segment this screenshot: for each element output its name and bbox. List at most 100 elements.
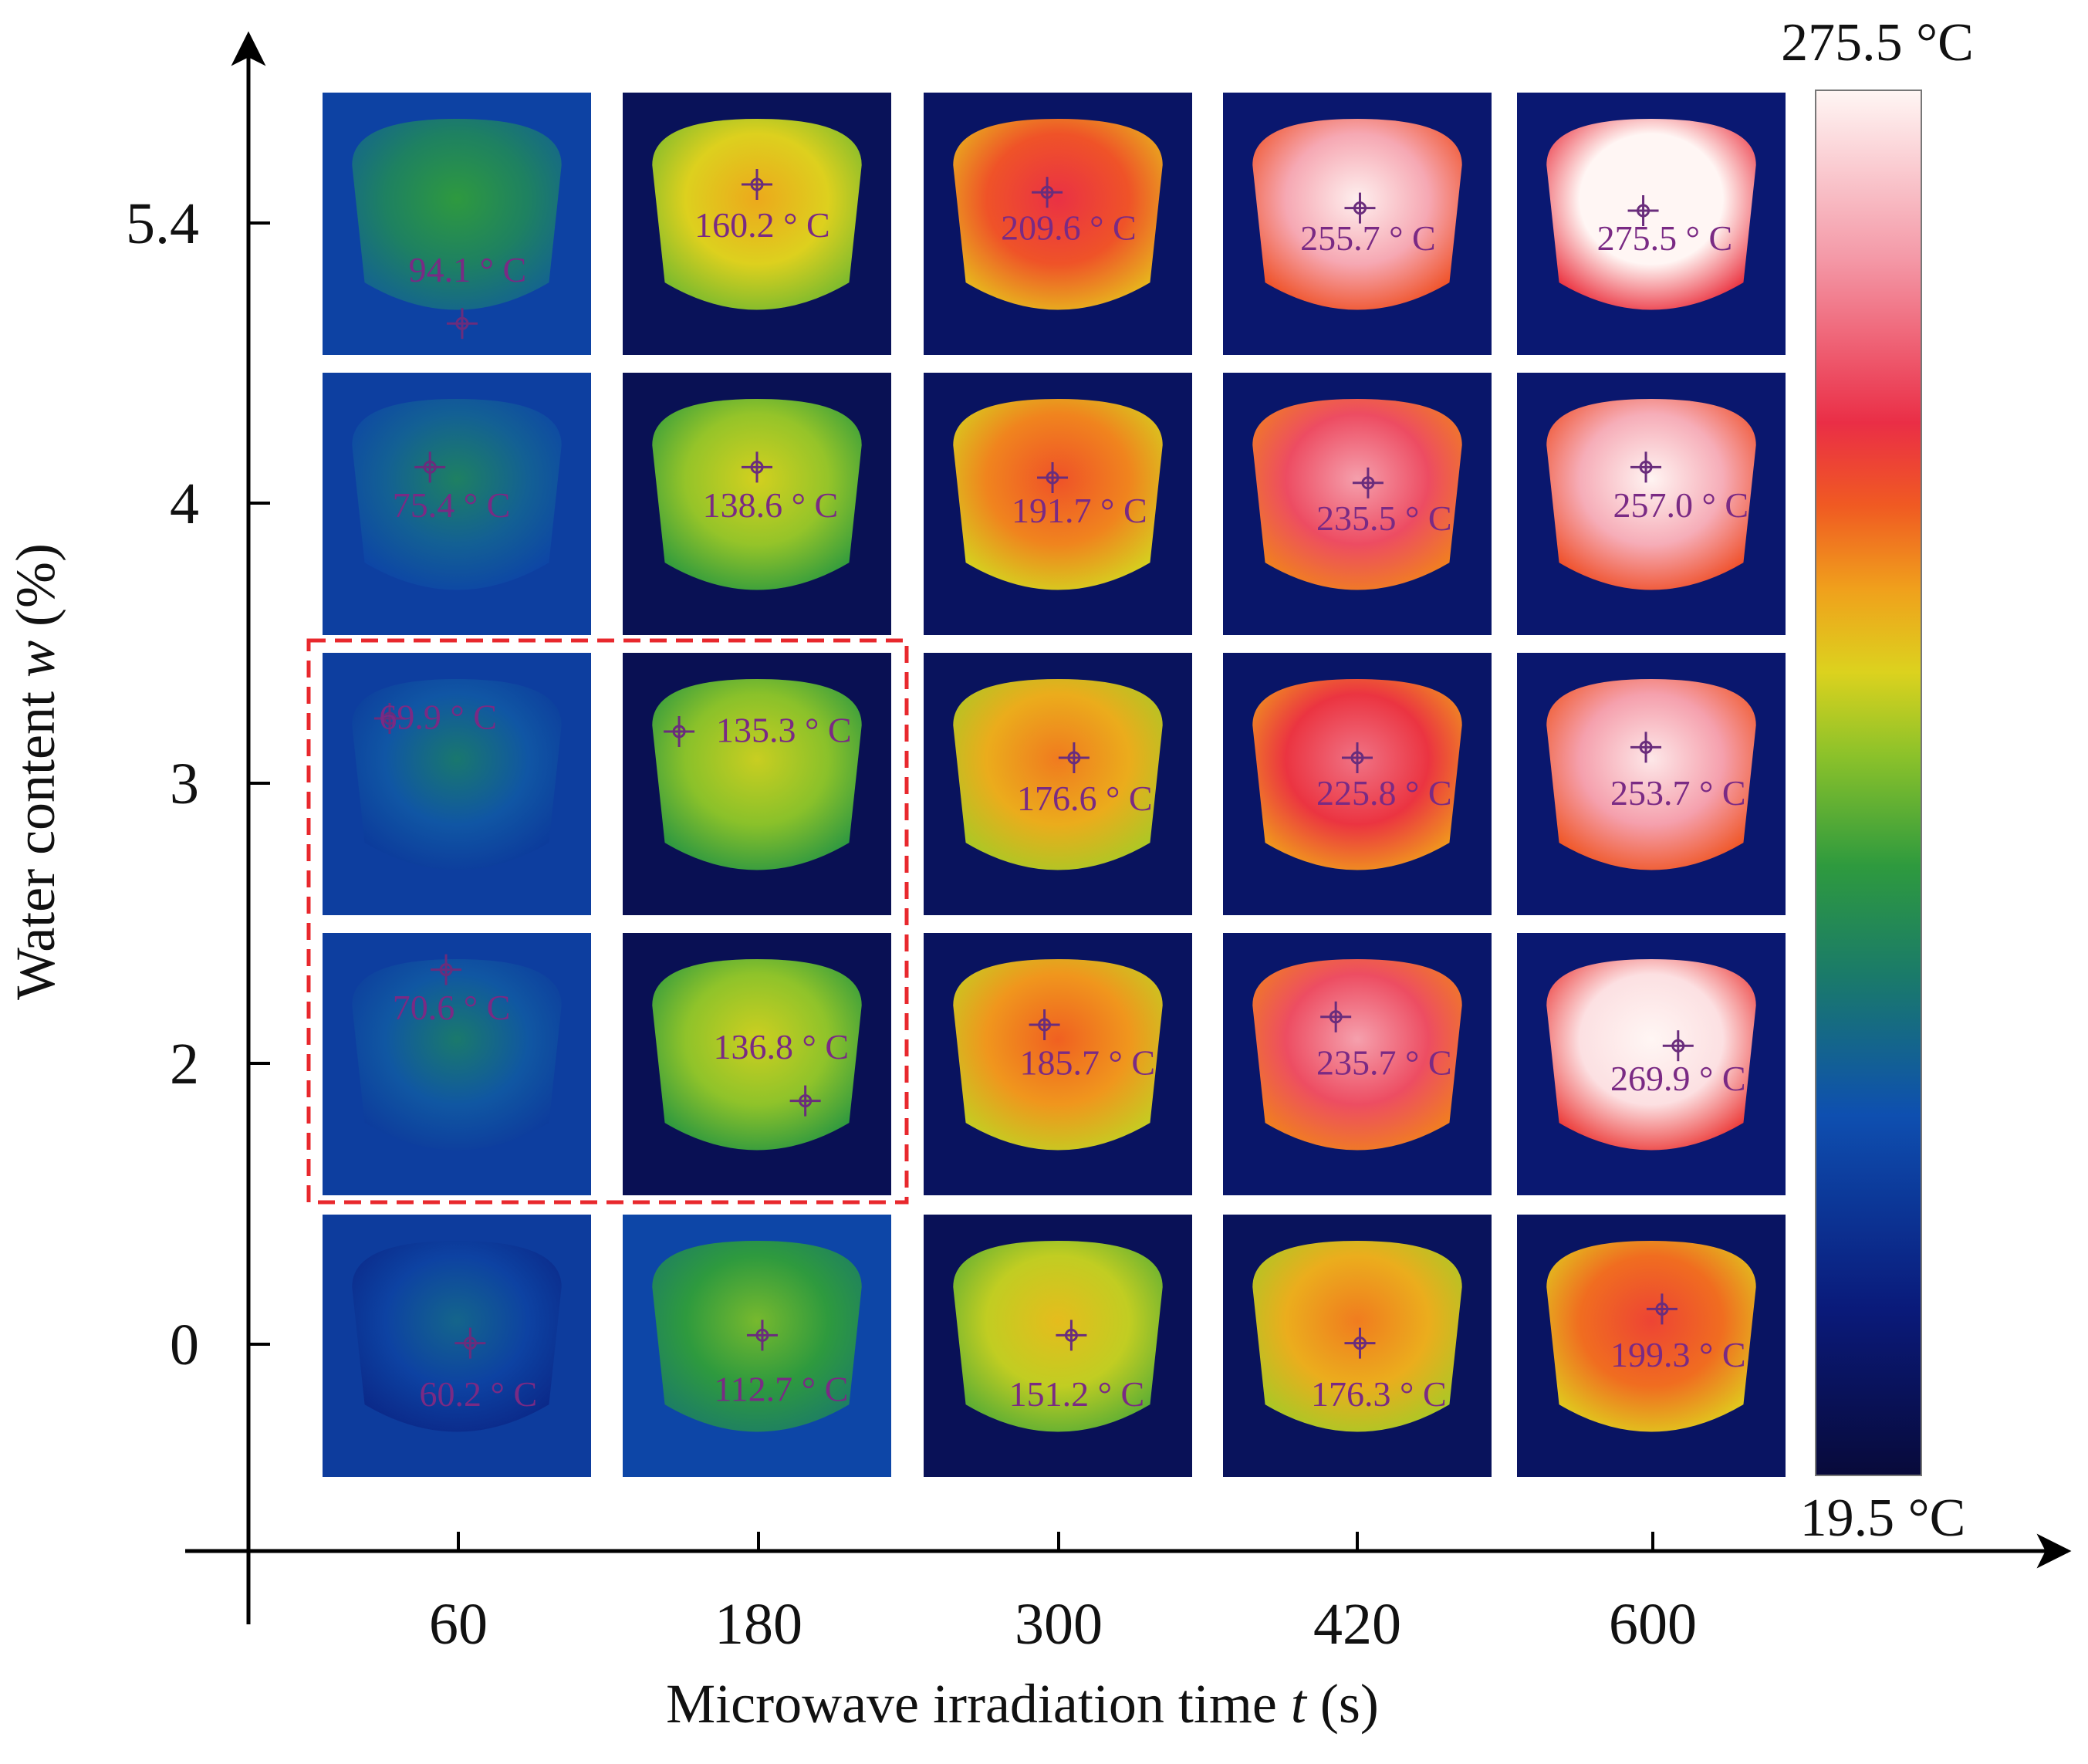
x-tick-label: 600 xyxy=(1609,1592,1697,1657)
temperature-label: 209.6 ° C xyxy=(1001,208,1137,247)
cell-3-300: 176.6 ° C xyxy=(924,653,1192,915)
sample-disc xyxy=(1546,399,1756,590)
y-tick-label: 4 xyxy=(170,471,199,536)
sample-disc xyxy=(352,679,562,870)
sample-disc xyxy=(1546,959,1756,1151)
temperature-label: 151.2 ° C xyxy=(1009,1374,1145,1414)
temperature-label: 269.9 ° C xyxy=(1610,1059,1746,1098)
colorbar-max-label: 275.5 °C xyxy=(1781,13,1974,73)
sample-disc xyxy=(953,959,1163,1151)
y-axis-title-var: w xyxy=(5,640,66,678)
temperature-label: 69.9 ° C xyxy=(379,698,497,737)
crosshair-marker xyxy=(789,1085,821,1117)
cell-0-300: 151.2 ° C xyxy=(924,1215,1192,1477)
crosshair-marker xyxy=(1342,742,1373,773)
sample-disc xyxy=(953,399,1163,590)
temperature-label: 185.7 ° C xyxy=(1019,1043,1155,1083)
y-axis-title-post: (%) xyxy=(5,543,66,640)
sample-disc xyxy=(1252,119,1462,310)
y-tick-label: 0 xyxy=(170,1313,199,1377)
cell-4-300: 191.7 ° C xyxy=(924,373,1192,635)
x-axis-title-var: t xyxy=(1291,1673,1308,1735)
x-axis-title-pre: Microwave irradiation time xyxy=(666,1673,1291,1735)
temperature-label: 191.7 ° C xyxy=(1012,491,1147,530)
colorbar xyxy=(1815,90,1922,1476)
sample-disc xyxy=(1252,1241,1462,1432)
temperature-label: 176.6 ° C xyxy=(1017,779,1153,818)
sample-disc xyxy=(652,679,862,870)
cell-3-60: 69.9 ° C xyxy=(323,653,591,915)
crosshair-marker xyxy=(1662,1030,1694,1062)
crosshair-marker xyxy=(374,703,405,734)
crosshair-marker xyxy=(1627,195,1659,226)
sample-disc xyxy=(1546,119,1756,310)
crosshair-marker xyxy=(414,451,446,483)
temperature-label: 275.5 ° C xyxy=(1597,218,1733,258)
crosshair-marker xyxy=(1352,467,1384,498)
highlight-box xyxy=(306,638,909,1205)
sample-disc xyxy=(1546,679,1756,870)
cell-4-420: 235.5 ° C xyxy=(1223,373,1492,635)
cell-4-600: 257.0 ° C xyxy=(1517,373,1786,635)
temperature-label: 136.8 ° C xyxy=(714,1027,850,1066)
sample-disc xyxy=(352,119,562,310)
crosshair-marker xyxy=(746,1320,778,1351)
temperature-label: 253.7 ° C xyxy=(1610,773,1746,813)
cell-0-180: 112.7 ° C xyxy=(623,1215,891,1477)
y-axis-title-pre: Water content xyxy=(5,678,66,1000)
cell-5.4-420: 255.7 ° C xyxy=(1223,93,1492,355)
temperature-label: 235.5 ° C xyxy=(1316,498,1452,538)
cell-5.4-600: 275.5 ° C xyxy=(1517,93,1786,355)
temperature-label: 255.7 ° C xyxy=(1300,218,1436,258)
sample-disc xyxy=(953,119,1163,310)
sample-disc xyxy=(1252,399,1462,590)
x-tick-label: 420 xyxy=(1313,1592,1401,1657)
crosshair-marker xyxy=(1344,192,1376,224)
crosshair-marker xyxy=(446,308,478,340)
temperature-label: 135.3 ° C xyxy=(716,711,852,750)
cell-2-420: 235.7 ° C xyxy=(1223,933,1492,1195)
y-axis-title: Water content w (%) xyxy=(5,543,66,1000)
temperature-label: 235.7 ° C xyxy=(1316,1043,1452,1083)
sample-disc xyxy=(352,1241,562,1432)
temperature-label: 138.6 ° C xyxy=(703,485,839,525)
temperature-label: 199.3 ° C xyxy=(1610,1335,1746,1374)
crosshair-marker xyxy=(1646,1293,1677,1325)
crosshair-marker xyxy=(431,954,462,985)
crosshair-marker xyxy=(1320,1001,1352,1032)
temperature-label: 225.8 ° C xyxy=(1316,773,1452,813)
cell-4-60: 75.4 ° C xyxy=(323,373,591,635)
cell-3-600: 253.7 ° C xyxy=(1517,653,1786,915)
cell-0-420: 176.3 ° C xyxy=(1223,1215,1492,1477)
temperature-label: 112.7 ° C xyxy=(714,1369,848,1408)
temperature-label: 60.2 ° C xyxy=(420,1374,538,1414)
crosshair-marker xyxy=(1630,451,1662,483)
cell-5.4-180: 160.2 ° C xyxy=(623,93,891,355)
x-axis-title: Microwave irradiation time t (s) xyxy=(666,1673,1379,1735)
axis-ticks: 60 180 300 420 600 5.4 4 3 2 0 xyxy=(126,191,1697,1657)
cell-3-420: 225.8 ° C xyxy=(1223,653,1492,915)
x-tick-label: 60 xyxy=(429,1592,488,1657)
crosshair-marker xyxy=(742,451,772,483)
sample-disc xyxy=(352,959,562,1151)
crosshair-marker xyxy=(664,716,695,747)
crosshair-marker xyxy=(1032,177,1063,208)
cell-2-60: 70.6 ° C xyxy=(323,933,591,1195)
crosshair-marker xyxy=(1058,742,1090,773)
heatmap-cells: 94.1 ° C 160.2 ° C 209.6 ° C 255.7 ° C 275.5… xyxy=(323,93,1786,1477)
sample-disc xyxy=(1252,959,1462,1151)
cell-3-180: 135.3 ° C xyxy=(623,653,891,915)
crosshair-marker xyxy=(1029,1009,1060,1040)
sample-disc xyxy=(1546,1241,1756,1432)
x-tick-label: 300 xyxy=(1015,1592,1103,1657)
cell-0-600: 199.3 ° C xyxy=(1517,1215,1786,1477)
x-tick-label: 180 xyxy=(715,1592,802,1657)
cell-2-300: 185.7 ° C xyxy=(924,933,1192,1195)
cell-2-600: 269.9 ° C xyxy=(1517,933,1786,1195)
crosshair-marker xyxy=(1630,732,1662,763)
colorbar-min-label: 19.5 °C xyxy=(1800,1489,1966,1548)
cell-2-180: 136.8 ° C xyxy=(623,933,891,1195)
temperature-label: 257.0 ° C xyxy=(1613,485,1748,525)
crosshair-marker xyxy=(1037,462,1069,493)
